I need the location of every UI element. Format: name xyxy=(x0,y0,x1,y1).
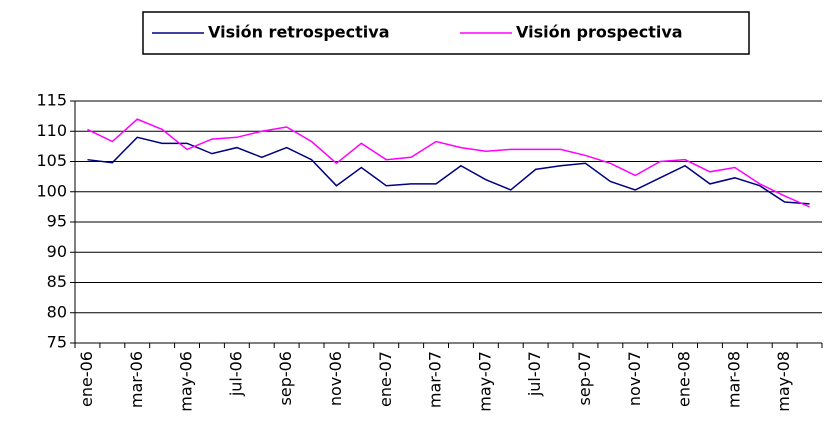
y-tick-label: 95 xyxy=(47,212,67,231)
y-tick-label: 75 xyxy=(47,333,67,352)
y-tick-label: 85 xyxy=(47,272,67,291)
x-tick-label: ene-06 xyxy=(77,351,96,407)
x-tick-label: may-08 xyxy=(774,351,793,412)
x-tick-label: mar-08 xyxy=(724,351,743,408)
x-tick-label: jul-07 xyxy=(525,351,544,397)
x-tick-label: ene-08 xyxy=(675,351,694,407)
x-tick-label: mar-07 xyxy=(426,351,445,408)
x-tick-label: nov-06 xyxy=(326,351,345,406)
y-tick-label: 80 xyxy=(47,302,67,321)
x-tick-label: may-06 xyxy=(177,351,196,412)
x-tick-label: may-07 xyxy=(475,351,494,412)
legend-label: Visión prospectiva xyxy=(516,23,683,42)
x-tick-label: sep-06 xyxy=(276,351,295,405)
x-tick-label: nov-07 xyxy=(625,351,644,406)
legend-label: Visión retrospectiva xyxy=(208,23,390,42)
legend-box xyxy=(142,11,750,55)
y-tick-label: 90 xyxy=(47,242,67,261)
x-tick-label: mar-06 xyxy=(127,351,146,408)
y-tick-label: 100 xyxy=(36,181,67,200)
x-tick-label: ene-07 xyxy=(376,351,395,407)
series-line xyxy=(87,118,810,208)
y-tick-label: 105 xyxy=(36,151,67,170)
y-tick-label: 115 xyxy=(36,91,67,110)
series-line xyxy=(87,136,810,205)
x-tick-label: sep-07 xyxy=(575,351,594,405)
x-tick-label: jul-06 xyxy=(226,351,245,397)
y-tick-label: 110 xyxy=(36,121,67,140)
